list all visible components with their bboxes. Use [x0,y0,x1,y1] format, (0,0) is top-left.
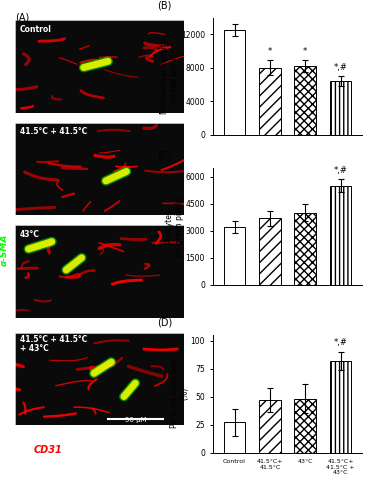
Text: (D): (D) [157,318,172,328]
Text: *,#: *,# [334,338,348,347]
Bar [259,400,281,452]
Text: *: * [303,46,307,56]
Y-axis label: Microvessel density
(in red pixels): Microvessel density (in red pixels) [160,38,180,114]
Bar [329,82,351,135]
Text: + 43°C: + 43°C [20,344,49,352]
Text: 41.5°C + 41.5°C: 41.5°C + 41.5°C [20,127,87,136]
Bar [329,360,351,452]
Text: CD31: CD31 [34,445,63,455]
Bar [259,68,281,135]
Y-axis label: Pericyte coverage
(%): Pericyte coverage (%) [170,360,189,428]
Bar [294,212,316,285]
Text: (A): (A) [15,12,29,22]
Bar [259,218,281,285]
Bar [329,186,351,285]
Text: 50 µM: 50 µM [125,417,146,423]
Text: α-SMA: α-SMA [0,234,9,266]
Text: 41.5°C + 41.5°C: 41.5°C + 41.5°C [20,336,87,344]
Text: *,#: *,# [334,166,348,174]
Bar [224,30,246,135]
Y-axis label: Pericytes
(in green pixels): Pericytes (in green pixels) [165,195,184,258]
Text: (C): (C) [157,150,171,160]
Bar [294,66,316,135]
Text: *,#: *,# [334,62,348,72]
Bar [294,399,316,452]
Text: *: * [268,46,272,56]
Text: 43°C: 43°C [20,230,40,238]
Text: (B): (B) [157,0,171,10]
Bar [224,422,246,452]
Text: Control: Control [20,24,52,34]
Bar [224,227,246,285]
